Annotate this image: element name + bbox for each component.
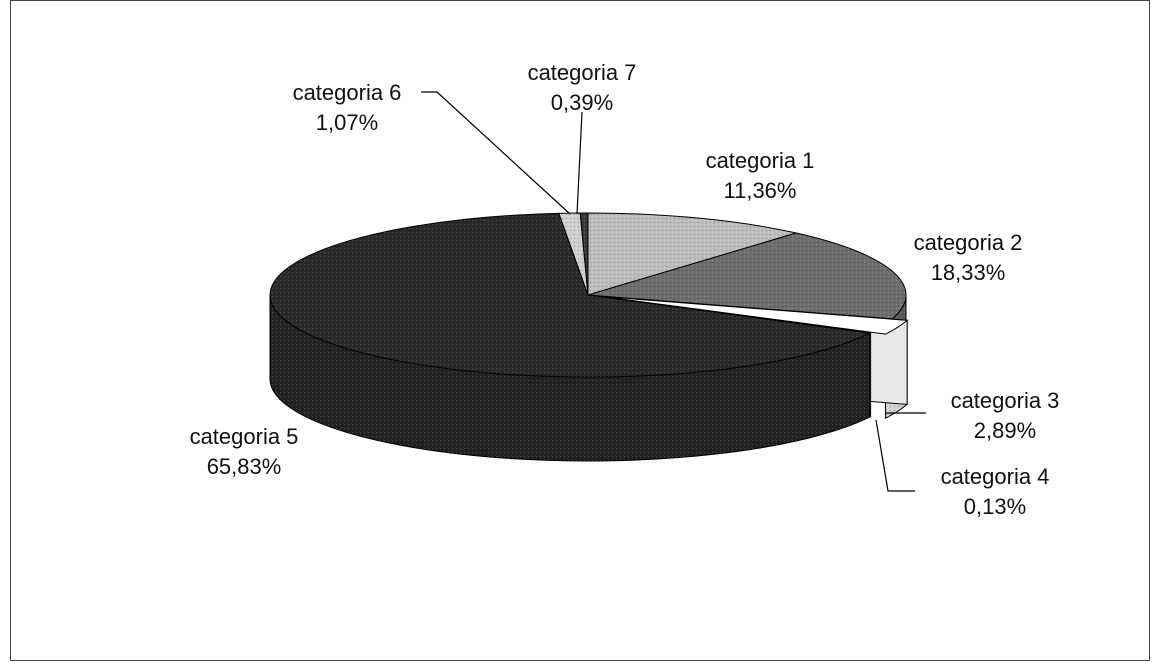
pie-slice-texture-2 (588, 233, 906, 319)
leader-line-4 (875, 419, 915, 492)
category-label: categoria 1 (706, 148, 815, 173)
pie-slice-texture-7 (580, 213, 588, 295)
percent-label: 2,89% (974, 418, 1036, 443)
percent-label: 0,39% (551, 90, 613, 115)
category-label: categoria 7 (528, 60, 637, 85)
category-label: categoria 4 (941, 464, 1050, 489)
data-label-1: categoria 1 11,36% (706, 148, 815, 203)
percent-label: 0,13% (964, 494, 1026, 519)
category-label: categoria 6 (293, 80, 402, 105)
leader-line-6 (421, 91, 571, 215)
percent-label: 11,36% (724, 178, 797, 203)
data-label-7: categoria 7 0,39% (528, 60, 637, 115)
percent-label: 65,83% (207, 454, 282, 479)
data-labels: categoria 1 11,36%categoria 2 18,33%catego… (190, 60, 1060, 519)
pie-slice-texture-5 (269, 213, 870, 378)
data-label-3: categoria 3 2,89% (951, 388, 1060, 443)
leader-lines (421, 91, 926, 492)
data-label-4: categoria 4 0,13% (941, 464, 1050, 519)
pie-top-faces (269, 212, 909, 378)
pie-side-texture-5 (270, 295, 870, 461)
category-label: categoria 5 (190, 424, 299, 449)
pie-slice-3 (602, 296, 909, 335)
data-label-5: categoria 5 65,83% (190, 424, 299, 479)
pie-slice-texture-6 (558, 213, 588, 295)
data-label-6: categoria 6 1,07% (293, 80, 402, 135)
percent-label: 18,33% (931, 260, 1006, 285)
percent-label: 1,07% (316, 110, 378, 135)
leader-line-7 (576, 111, 583, 215)
category-label: categoria 2 (914, 230, 1023, 255)
pie-slice-texture-1 (588, 212, 797, 295)
data-label-2: categoria 2 18,33% (914, 230, 1023, 285)
category-label: categoria 3 (951, 388, 1060, 413)
